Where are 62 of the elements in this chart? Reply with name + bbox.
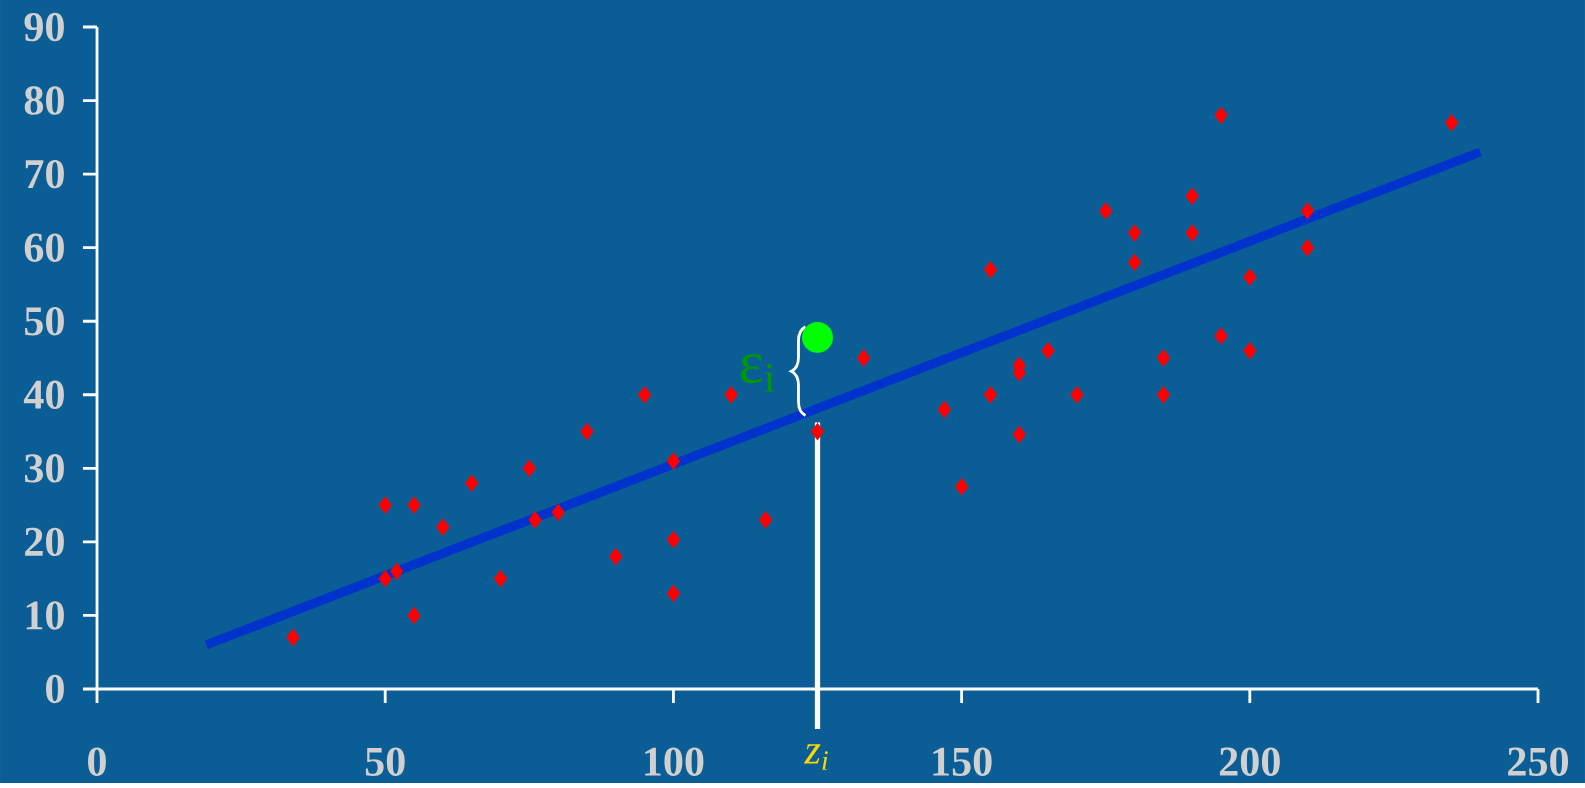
point	[638, 386, 652, 404]
point	[609, 548, 623, 566]
x-tick-label: 200	[1219, 747, 1280, 777]
x-tick-label: 150	[933, 747, 992, 777]
point	[1243, 342, 1257, 360]
point	[811, 423, 825, 441]
y-tick-label: 60	[24, 233, 64, 263]
point	[666, 585, 680, 602]
point	[666, 531, 680, 549]
x-tick-label: 50	[365, 747, 405, 777]
y-tick-label: 50	[25, 307, 64, 336]
point	[465, 474, 479, 492]
point	[407, 496, 421, 514]
point	[493, 570, 508, 588]
point	[759, 511, 773, 529]
point	[1156, 386, 1170, 404]
x-tick-label: 250	[1508, 747, 1569, 777]
point	[436, 518, 450, 536]
point	[937, 401, 951, 419]
point	[1156, 349, 1170, 367]
point	[955, 478, 969, 496]
point	[551, 504, 565, 522]
point	[1300, 202, 1314, 220]
point	[1214, 107, 1228, 124]
point	[1128, 254, 1142, 271]
point	[857, 349, 871, 367]
point	[983, 386, 997, 404]
point	[378, 496, 392, 514]
point	[666, 452, 680, 470]
y-tick-label: 30	[24, 454, 64, 483]
point	[580, 423, 594, 441]
y-tick-label: 20	[25, 527, 64, 557]
y-tick-label: 70	[25, 160, 64, 189]
y-tick-label: 40	[23, 380, 64, 410]
point	[407, 607, 421, 625]
point	[724, 386, 738, 404]
point	[1070, 386, 1084, 404]
point	[1185, 187, 1199, 205]
x-tick-label: 100	[645, 747, 704, 777]
point	[1041, 342, 1055, 360]
point	[1185, 224, 1199, 242]
point	[378, 570, 392, 588]
point	[1445, 114, 1459, 132]
point	[390, 563, 404, 580]
point	[1243, 268, 1257, 286]
point	[528, 511, 542, 529]
point	[522, 460, 536, 477]
y-tick-label: 90	[24, 12, 64, 42]
point	[1099, 202, 1113, 220]
point	[1012, 426, 1026, 444]
x-tick-label: 0	[88, 747, 106, 777]
point	[1128, 224, 1142, 242]
point	[286, 629, 300, 647]
y-tick-label: 10	[26, 601, 64, 630]
ref-line-label: z$_{i}$	[804, 744, 828, 770]
y-tick-label: 80	[24, 86, 64, 115]
point	[1300, 239, 1314, 257]
point	[802, 322, 833, 354]
y-tick-label: 0	[46, 674, 64, 704]
point	[1214, 327, 1228, 345]
annotation: ε$_{i}$	[740, 354, 775, 392]
point	[983, 261, 997, 279]
